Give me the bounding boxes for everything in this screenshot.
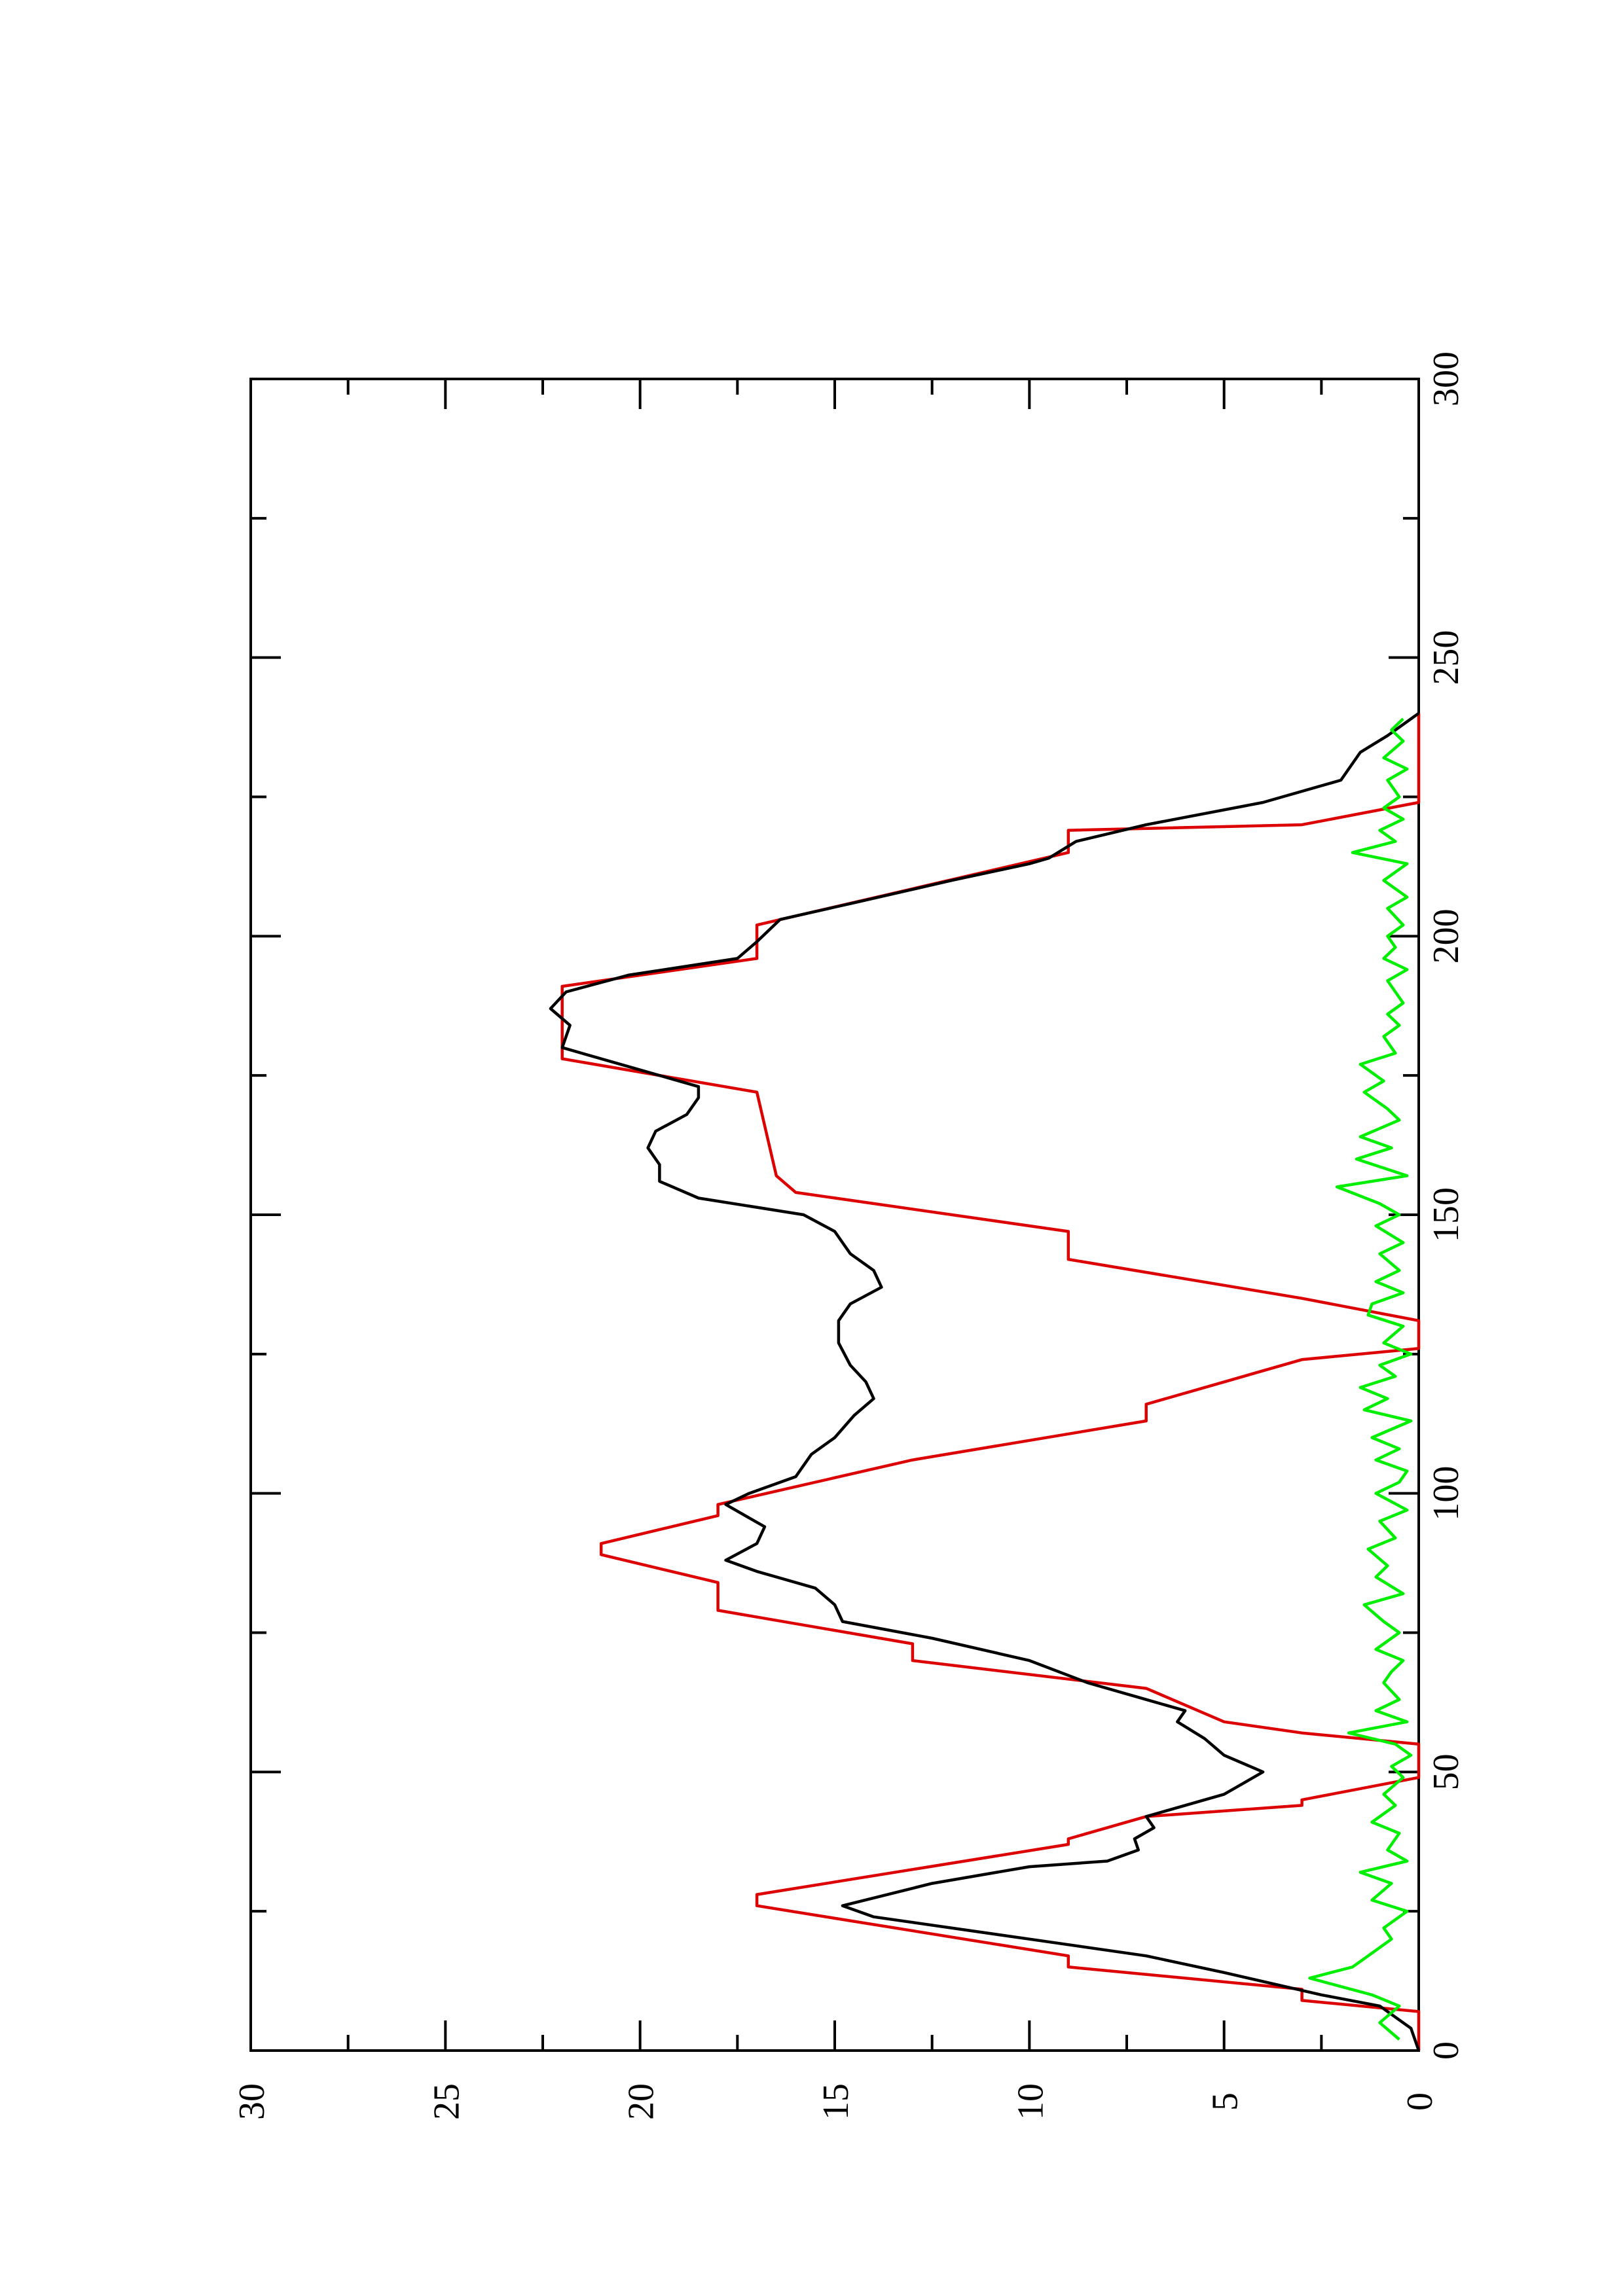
plot-frame [249,378,1420,2052]
x-tick-label: 100 [1426,1466,1467,1521]
y-tick-label: 30 [232,2083,272,2120]
x-tick-label: 150 [1426,1187,1467,1242]
x-tick-label: 0 [1426,2041,1467,2060]
axes [249,378,1420,2052]
y-tick-label: 15 [816,2083,856,2120]
series-line-3 [1308,717,1413,2041]
series-group [549,711,1421,2051]
x-tick-label: 200 [1426,908,1467,963]
y-tick-label: 20 [621,2083,662,2120]
x-tick-label: 250 [1426,630,1467,685]
y-tick-label: 0 [1400,2092,1440,2111]
series-line-2 [549,711,1421,2051]
y-tick-label: 5 [1205,2092,1246,2111]
tick-labels: 0 50 100 150 200 250 300 0 5 10 15 20 25 30 [232,351,1467,2120]
y-tick-label: 10 [1010,2083,1051,2120]
x-tick-label: 50 [1426,1753,1467,1790]
series-line-1 [560,713,1421,2051]
y-tick-label: 25 [426,2083,467,2120]
x-tick-label: 300 [1426,351,1467,406]
